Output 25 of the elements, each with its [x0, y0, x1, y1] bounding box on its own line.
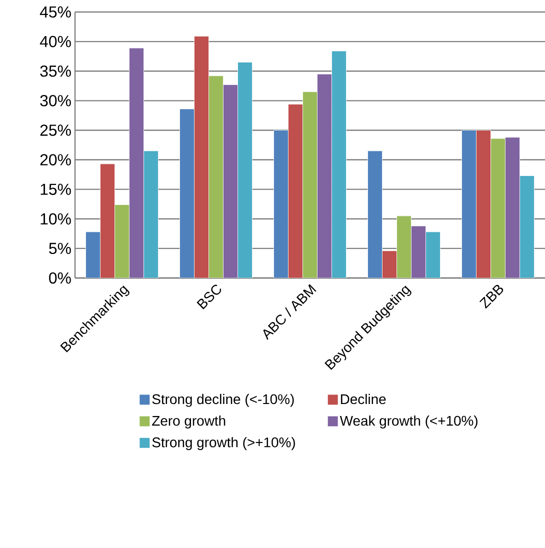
y-tick-label: 45% — [40, 6, 71, 18]
bar — [223, 84, 238, 278]
y-tick-label: 30% — [40, 95, 71, 106]
y-tick-label: 40% — [40, 36, 71, 48]
bar — [144, 150, 158, 278]
y-tick-label: 15% — [40, 184, 71, 195]
bar — [238, 62, 252, 278]
bar — [332, 50, 346, 278]
y-tick-label: 25% — [40, 124, 71, 136]
y-tick-label: 20% — [40, 154, 71, 166]
bar — [411, 226, 426, 278]
bar — [129, 48, 144, 278]
bar — [505, 137, 520, 278]
legend-label: Weak growth (<+10%) — [340, 415, 478, 428]
bar — [520, 176, 534, 278]
legend-label: Strong decline (<-10%) — [152, 394, 294, 407]
y-tick-label: 10% — [40, 213, 71, 225]
bar — [317, 74, 332, 278]
y-tick-label: 5% — [49, 242, 71, 254]
legend-label: Zero growth — [152, 415, 226, 428]
legend-label: Decline — [340, 394, 386, 404]
y-tick-label: 0% — [49, 272, 71, 284]
legend-label: Strong growth (>+10%) — [152, 437, 295, 450]
y-tick-label: 35% — [40, 65, 71, 77]
bar — [426, 232, 440, 278]
